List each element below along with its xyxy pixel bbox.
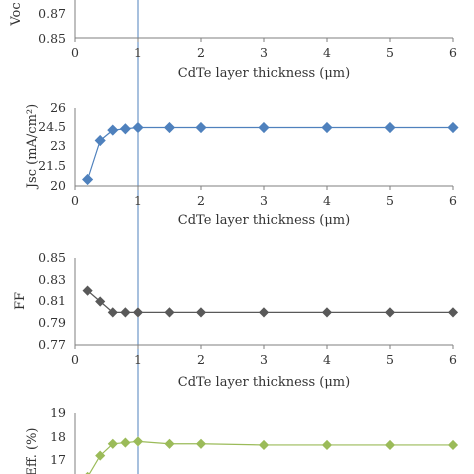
eff-series-line: [88, 440, 453, 474]
ff-x-axis-label: CdTe layer thickness (μm): [178, 375, 350, 390]
voc-xtick-4: 4: [323, 45, 331, 60]
ff-xtick-3: 3: [260, 352, 268, 367]
voc-xtick-6: 6: [449, 45, 457, 60]
eff-ytick-19: 19: [50, 405, 66, 420]
voc-xtick-2: 2: [197, 45, 205, 60]
jsc-xtick-5: 5: [386, 193, 394, 208]
jsc-point-0.2: [82, 173, 94, 186]
jsc-point-3: [258, 121, 270, 134]
jsc-xtick-2: 2: [197, 193, 205, 208]
ff-point-1.5: [164, 307, 175, 318]
ff-ytick-0.79: 0.79: [38, 315, 66, 330]
jsc-axis-label: Jsc (mA/cm²): [25, 104, 40, 190]
ff-ytick-0.77: 0.77: [38, 337, 66, 352]
ff-point-4: [321, 307, 333, 318]
voc-ytick-0.85: 0.85: [38, 31, 66, 46]
jsc-ytick-26: 26: [50, 100, 66, 115]
eff-point-0.8: [120, 437, 131, 448]
ff-ytick-0.85: 0.85: [38, 250, 66, 265]
voc-ytick-0.87: 0.87: [38, 6, 66, 21]
jsc-ytick-23: 23: [50, 138, 66, 153]
ff-point-0.4: [95, 296, 106, 307]
eff-point-1.5: [164, 438, 175, 449]
jsc-panel: Jsc (mA/cm²) 26 24.5 23 21.5 20 CdTe lay…: [25, 100, 459, 228]
jsc-point-5: [384, 121, 396, 134]
jsc-xtick-3: 3: [260, 193, 268, 208]
jsc-ytick-20: 20: [50, 178, 66, 193]
voc-xtick-1: 1: [134, 45, 142, 60]
voc-panel: Voc 0.87 0.85 CdTe layer thickness (μm) …: [9, 0, 457, 81]
jsc-point-1.5: [163, 121, 176, 134]
eff-point-1: [132, 436, 144, 447]
jsc-ytick-24.5: 24.5: [38, 119, 66, 134]
ff-ytick-0.81: 0.81: [38, 293, 66, 308]
jsc-point-1: [132, 121, 144, 134]
jsc-xtick-6: 6: [449, 193, 457, 208]
eff-axis-label: Eff. (%): [25, 427, 40, 474]
jsc-series-line: [87, 126, 453, 180]
eff-point-0.6: [107, 438, 118, 449]
jsc-xtick-4: 4: [323, 193, 331, 208]
ff-xtick-1: 1: [134, 352, 142, 367]
jsc-point-6: [447, 121, 459, 134]
eff-point-2: [195, 438, 207, 449]
jsc-point-2: [195, 121, 207, 134]
ff-xtick-6: 6: [449, 352, 457, 367]
jsc-point-0.8: [119, 123, 131, 135]
eff-point-6: [447, 439, 459, 451]
ff-ytick-0.83: 0.83: [38, 272, 66, 287]
ff-point-0.8: [120, 307, 131, 318]
ff-point-5: [384, 307, 396, 318]
jsc-point-0.6: [107, 124, 119, 136]
ff-xtick-2: 2: [197, 352, 205, 367]
eff-point-4: [321, 439, 333, 451]
ff-xtick-4: 4: [323, 352, 331, 367]
ff-xtick-5: 5: [386, 352, 394, 367]
jsc-x-axis-label: CdTe layer thickness (μm): [178, 213, 350, 228]
eff-ytick-18: 18: [50, 429, 66, 444]
voc-axis-label: Voc: [9, 2, 24, 26]
voc-xtick-3: 3: [260, 45, 268, 60]
ff-panel: FF 0.85 0.83 0.81 0.79 0.77 CdTe layer t…: [13, 250, 459, 390]
ff-point-0.2: [82, 285, 93, 296]
ff-point-6: [447, 307, 459, 318]
eff-ytick-17: 17: [50, 452, 66, 467]
ff-xtick-0: 0: [71, 352, 79, 367]
ff-axis-label: FF: [13, 292, 28, 310]
voc-x-axis-label: CdTe layer thickness (μm): [178, 66, 350, 81]
eff-point-5: [384, 439, 396, 451]
ff-series-line: [87, 290, 453, 313]
eff-point-0.4: [95, 450, 106, 461]
eff-panel: Eff. (%) 19 18 17: [25, 405, 459, 474]
jsc-xtick-1: 1: [134, 193, 142, 208]
ff-point-3: [258, 307, 270, 318]
voc-xtick-5: 5: [386, 45, 394, 60]
jsc-point-0.4: [94, 134, 106, 147]
voc-xtick-0: 0: [71, 45, 79, 60]
jsc-ytick-21.5: 21.5: [38, 158, 66, 173]
ff-point-0.6: [107, 307, 118, 318]
ff-point-2: [195, 307, 207, 318]
eff-point-3: [258, 439, 270, 451]
jsc-xtick-0: 0: [71, 193, 79, 208]
ff-point-1: [132, 307, 144, 318]
jsc-point-4: [321, 121, 333, 134]
